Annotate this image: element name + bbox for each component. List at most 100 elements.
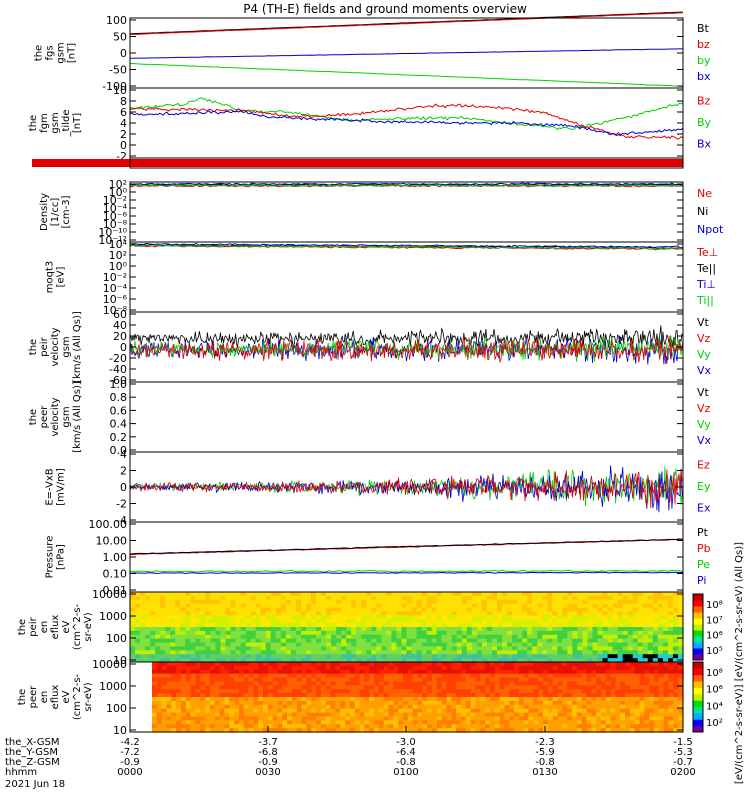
eflux-cell [336, 658, 342, 663]
eflux-cell [311, 708, 317, 714]
eflux-cell [374, 677, 380, 683]
eflux-cell [538, 724, 544, 729]
eflux-cell [542, 623, 548, 628]
eflux-cell [305, 630, 312, 636]
eflux-cell [441, 716, 448, 721]
eflux-cell [634, 665, 641, 671]
eflux-cell [622, 599, 629, 605]
eflux-cell [356, 592, 362, 597]
eflux-cell [499, 693, 505, 698]
eflux-cell [642, 638, 649, 644]
eflux-cell [369, 677, 375, 683]
eflux-cell [291, 700, 298, 706]
eflux-cell [496, 627, 503, 632]
eflux-cell [562, 646, 568, 651]
eflux-cell [610, 662, 617, 667]
eflux-cell [150, 646, 156, 651]
eflux-cell [393, 689, 399, 694]
colorbar-peer-segment [693, 674, 703, 682]
eflux-cell [250, 658, 257, 663]
eflux-cell [176, 720, 182, 725]
eflux-cell [528, 700, 534, 706]
eflux-cell [610, 720, 617, 725]
eflux-cell [364, 665, 370, 671]
eflux-cell [285, 630, 292, 636]
eflux-cell [652, 599, 659, 605]
eflux-cell [512, 658, 518, 663]
eflux-cell [451, 720, 457, 725]
eflux-cell [605, 728, 612, 733]
eflux-cell [552, 634, 558, 640]
eflux-cell [662, 623, 669, 628]
eflux-cell [398, 685, 404, 690]
eflux-cell [320, 720, 327, 725]
eflux-cell [543, 708, 549, 714]
eflux-cell [215, 658, 222, 663]
eflux-cell [238, 669, 245, 675]
eflux-cell [552, 689, 559, 694]
eflux-cell [485, 700, 491, 706]
eflux-cell [185, 627, 191, 632]
eflux-cell [489, 685, 496, 690]
eflux-cell [295, 642, 302, 648]
eflux-cell [361, 623, 367, 628]
eflux-cell [255, 638, 262, 644]
eflux-cell [230, 607, 237, 613]
eflux-cell [224, 681, 230, 686]
eflux-cell [627, 627, 634, 632]
eflux-cell [504, 677, 510, 683]
eflux-cell [542, 642, 548, 648]
eflux-cell [456, 673, 462, 679]
eflux-cell [316, 712, 322, 718]
eflux-cell [622, 658, 629, 663]
eflux-cell [431, 642, 438, 648]
eflux-cell [250, 595, 257, 601]
x-axis-row-label: the_X-GSM [5, 737, 59, 748]
eflux-cell [632, 595, 639, 601]
eflux-cell [543, 724, 549, 729]
eflux-cell [265, 634, 272, 640]
eflux-cell [612, 634, 619, 640]
eflux-cell [335, 681, 341, 686]
eflux-cell [639, 704, 645, 710]
eflux-cell [330, 689, 337, 694]
eflux-cell [427, 685, 433, 690]
eflux-cell [465, 697, 472, 702]
eflux-cell [607, 646, 614, 651]
eflux-cell [230, 615, 237, 620]
eflux-cell [494, 677, 501, 683]
eflux-cell [190, 724, 197, 729]
eflux-cell [356, 611, 362, 616]
eflux-cell [240, 592, 247, 597]
eflux-cell [587, 658, 594, 663]
eflux-cell [351, 599, 357, 605]
eflux-cell [340, 677, 346, 683]
eflux-cell [494, 728, 501, 733]
eflux-cell [436, 615, 443, 620]
eflux-cell [620, 704, 626, 710]
eflux-cell [456, 677, 462, 683]
eflux-cell [507, 650, 513, 655]
eflux-cell [576, 685, 583, 690]
eflux-cell [171, 673, 177, 679]
eflux-cell [401, 607, 408, 613]
eflux-cell [668, 693, 674, 698]
eflux-cell [639, 665, 645, 671]
eflux-cell [591, 665, 597, 671]
eflux-cell [383, 697, 390, 702]
eflux-cell [514, 720, 520, 725]
eflux-cell [672, 650, 679, 655]
eflux-cell [287, 665, 293, 671]
eflux-cell [592, 642, 599, 648]
colorbar-label: [eV/(cm^2-s-sr-eV)] [eV/(cm^2-s-sr-eV) (… [734, 542, 745, 784]
eflux-cell [406, 646, 413, 651]
eflux-cell [321, 619, 327, 624]
eflux-cell [411, 638, 418, 644]
eflux-cell [481, 658, 488, 663]
eflux-cell [668, 697, 674, 702]
eflux-cell [538, 673, 544, 679]
eflux-cell [547, 697, 554, 702]
eflux-cell [632, 619, 639, 624]
eflux-cell [552, 615, 558, 620]
